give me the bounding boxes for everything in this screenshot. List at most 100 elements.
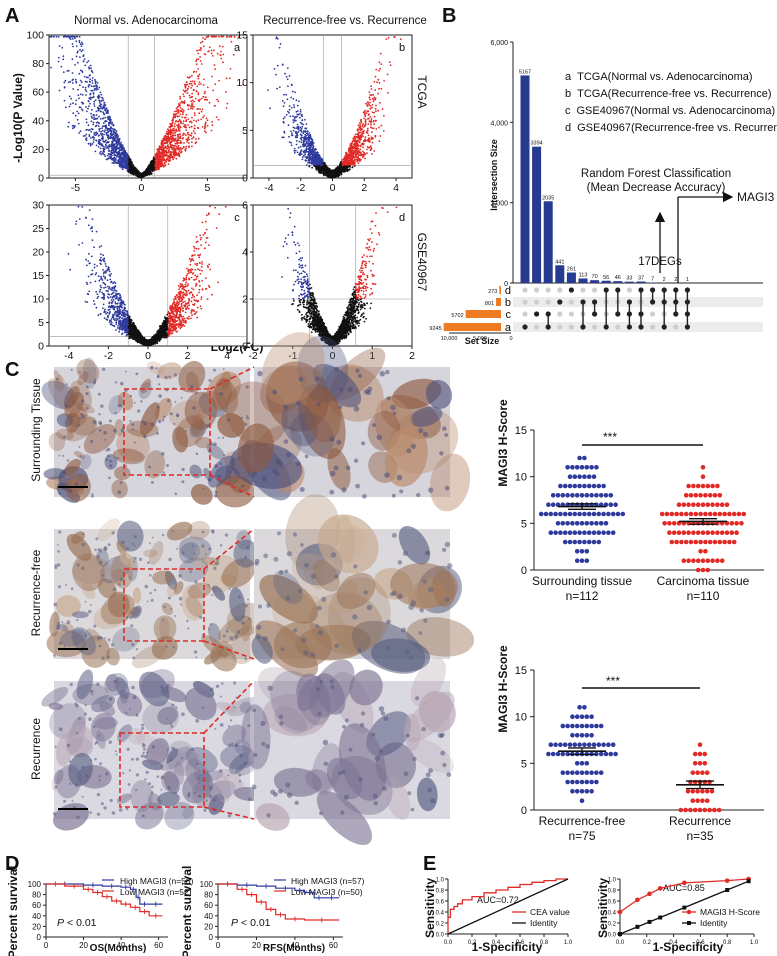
volcano-point (343, 165, 346, 168)
volcano-point (204, 121, 207, 124)
volcano-point (175, 145, 178, 148)
volcano-point (283, 130, 285, 133)
volcano-point (366, 127, 369, 130)
volcano-point (290, 144, 293, 147)
volcano-point (118, 157, 121, 159)
volcano-point (304, 153, 307, 156)
volcano-point (182, 122, 185, 125)
volcano-point (370, 121, 372, 124)
volcano-point (95, 124, 98, 127)
volcano-point (115, 130, 118, 133)
volcano-point (213, 35, 216, 38)
volcano-point (385, 38, 388, 40)
volcano-point (178, 115, 181, 118)
volcano-point (173, 156, 176, 159)
volcano-point (197, 75, 200, 78)
volcano-point (387, 92, 389, 94)
volcano-point (191, 116, 193, 119)
volcano-point (306, 133, 309, 135)
volcano-point (296, 110, 299, 112)
volcano-point (204, 125, 206, 128)
volcano-point (193, 124, 196, 127)
volcano-point (290, 96, 293, 99)
volcano-point (197, 52, 200, 55)
volcano-point (350, 145, 353, 148)
volcano-point (210, 129, 213, 132)
volcano-point (312, 145, 315, 148)
volcano-point (188, 145, 191, 148)
volcano-point (163, 142, 166, 144)
volcano-point (220, 35, 223, 38)
volcano-point (173, 125, 176, 128)
volcano-point (187, 105, 190, 107)
volcano-point (184, 86, 187, 89)
volcano-point (210, 49, 213, 52)
volcano-point (294, 91, 296, 94)
volcano-point (112, 133, 114, 135)
volcano-point (332, 169, 334, 172)
volcano-point (211, 55, 214, 57)
volcano-point (293, 116, 296, 118)
volcano-point (301, 156, 304, 159)
volcano-point (314, 156, 316, 159)
volcano-point (282, 120, 285, 123)
volcano-point (85, 133, 88, 136)
volcano-point (110, 129, 113, 132)
volcano-point (182, 109, 185, 112)
volcano-point (92, 121, 95, 124)
volcano-point (294, 149, 297, 152)
volcano-point (368, 117, 370, 120)
volcano-point (78, 39, 81, 42)
volcano-point (198, 112, 201, 115)
volcano-point (305, 164, 308, 166)
volcano-point (69, 38, 72, 40)
volcano-point (315, 161, 317, 164)
volcano-point (309, 145, 312, 148)
volcano-point (71, 82, 74, 84)
volcano-point (81, 49, 84, 51)
volcano-point (312, 142, 315, 144)
volcano-point (312, 164, 315, 166)
volcano-point (198, 291, 201, 294)
volcano-point (84, 80, 87, 83)
volcano-row-label-tcga: TCGA (415, 75, 429, 108)
volcano-point (287, 85, 289, 87)
volcano-point (107, 145, 109, 148)
volcano-point (79, 79, 82, 82)
volcano-point (193, 70, 196, 73)
volcano-point (117, 140, 120, 143)
volcano-point (290, 134, 293, 137)
volcano-point (116, 144, 118, 147)
volcano-point (97, 122, 100, 124)
volcano-point (179, 113, 182, 116)
volcano-point (355, 147, 358, 150)
volcano-point (193, 127, 196, 130)
volcano-point (383, 80, 385, 82)
volcano-point (113, 162, 115, 165)
volcano-point (361, 143, 364, 146)
volcano-point (104, 146, 106, 148)
volcano-point (114, 150, 116, 153)
volcano-point (71, 124, 74, 127)
volcano-point (97, 146, 100, 148)
volcano-point (184, 124, 187, 127)
volcano-point (102, 122, 105, 124)
volcano-point (386, 73, 389, 76)
volcano-point (366, 132, 369, 135)
volcano-point (226, 35, 229, 38)
volcano-point (292, 121, 295, 124)
volcano-point (340, 169, 343, 172)
volcano-point (158, 154, 160, 157)
volcano-point (190, 87, 193, 89)
volcano-point (72, 45, 74, 48)
volcano-point (112, 128, 115, 131)
volcano-ylabel: -Log10(P Value) (11, 73, 25, 163)
volcano-point (83, 75, 86, 78)
volcano-point (242, 83, 245, 86)
volcano-sub-letter: b (399, 42, 405, 54)
volcano-point (169, 126, 172, 128)
volcano-point (197, 107, 200, 110)
volcano-point (353, 152, 355, 155)
volcano-point (361, 132, 364, 135)
volcano-point (184, 91, 187, 93)
